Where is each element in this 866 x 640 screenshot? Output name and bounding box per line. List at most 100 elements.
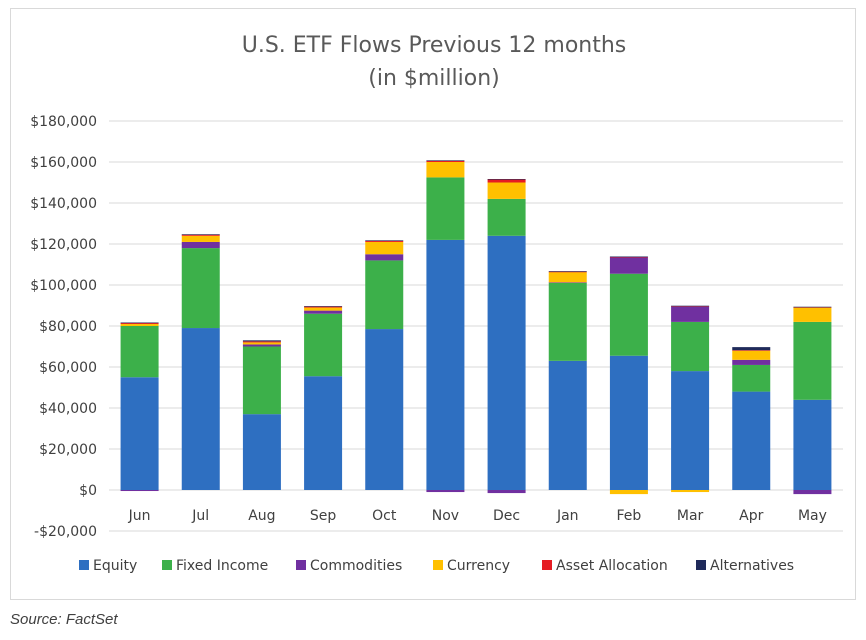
bar-fixed-income-may — [793, 321, 832, 400]
x-tick-label: May — [798, 508, 827, 524]
x-tick-label: Jul — [191, 508, 209, 524]
bar-equity-may — [793, 399, 832, 490]
bar-equity-apr — [732, 391, 771, 490]
bar-alternatives-apr — [732, 347, 771, 351]
bar-commodities-mar — [671, 306, 710, 322]
legend-label-equity: Equity — [93, 558, 137, 574]
bar-fixed-income-jun — [120, 326, 159, 378]
bar-currency-mar — [671, 490, 710, 493]
y-tick-label: $0 — [79, 483, 97, 499]
bar-fixed-income-jan — [548, 282, 587, 361]
bar-commodities-jan — [548, 282, 587, 283]
bar-equity-sep — [304, 376, 343, 490]
bar-asset-allocation-nov — [426, 160, 465, 162]
legend-label-fixed-income: Fixed Income — [176, 558, 268, 574]
x-tick-label: Aug — [248, 508, 275, 524]
chart-svg: U.S. ETF Flows Previous 12 months (in $m… — [30, 33, 843, 574]
bar-asset-allocation-jul — [181, 234, 220, 236]
y-tick-label: $100,000 — [30, 278, 97, 294]
bar-alternatives-mar — [671, 305, 710, 307]
x-tick-label: Apr — [739, 508, 763, 524]
bar-alternatives-jan — [548, 271, 587, 272]
bar-asset-allocation-dec — [487, 179, 526, 183]
bar-commodities-jun — [120, 490, 159, 492]
bar-fixed-income-apr — [732, 364, 771, 392]
chart-subtitle: (in $million) — [368, 66, 500, 91]
x-tick-label: Sep — [310, 508, 337, 524]
legend-swatch-commodities — [296, 560, 306, 570]
x-tick-label: Feb — [617, 508, 642, 524]
bar-alternatives-feb — [609, 256, 648, 258]
bar-commodities-may — [793, 490, 832, 495]
x-tick-label: Nov — [432, 508, 459, 524]
legend-swatch-equity — [79, 560, 89, 570]
bar-commodities-oct — [365, 254, 404, 261]
bar-currency-apr — [732, 350, 771, 360]
bar-currency-sep — [304, 307, 343, 311]
bars-group — [120, 160, 832, 495]
x-tick-label: Dec — [493, 508, 520, 524]
bar-alternatives-sep — [304, 306, 343, 307]
x-tick-label: Oct — [372, 508, 397, 524]
bar-currency-jan — [548, 272, 587, 283]
bar-equity-jan — [548, 360, 587, 490]
x-tick-label: Jun — [128, 508, 151, 524]
bar-asset-allocation-may — [793, 307, 832, 308]
bar-fixed-income-dec — [487, 198, 526, 236]
bar-currency-jul — [181, 235, 220, 242]
bar-equity-aug — [242, 414, 281, 490]
legend-label-currency: Currency — [447, 558, 510, 574]
bar-equity-feb — [609, 355, 648, 490]
y-tick-label: $20,000 — [39, 442, 97, 458]
y-tick-label: -$20,000 — [34, 524, 97, 540]
bar-alternatives-aug — [242, 340, 281, 342]
x-tick-label: Jan — [556, 508, 579, 524]
bar-commodities-sep — [304, 310, 343, 314]
bar-asset-allocation-feb — [609, 256, 648, 258]
bar-fixed-income-jul — [181, 248, 220, 329]
chart-title: U.S. ETF Flows Previous 12 months — [242, 33, 627, 58]
bar-currency-jun — [120, 323, 159, 326]
legend-label-alternatives: Alternatives — [710, 558, 794, 574]
bar-fixed-income-sep — [304, 313, 343, 377]
y-tick-label: $140,000 — [30, 196, 97, 212]
bar-commodities-nov — [426, 490, 465, 493]
bar-alternatives-jul — [181, 234, 220, 235]
bar-currency-dec — [487, 182, 526, 199]
bar-commodities-jul — [181, 241, 220, 249]
bar-asset-allocation-sep — [304, 306, 343, 308]
y-tick-label: $80,000 — [39, 319, 97, 335]
bar-asset-allocation-mar — [671, 306, 710, 307]
bar-asset-allocation-jan — [548, 271, 587, 273]
bar-fixed-income-nov — [426, 177, 465, 240]
legend-swatch-asset-allocation — [542, 560, 552, 570]
bar-fixed-income-oct — [365, 260, 404, 330]
legend-label-asset-allocation: Asset Allocation — [556, 558, 668, 574]
bar-equity-oct — [365, 329, 404, 490]
y-tick-label: $40,000 — [39, 401, 97, 417]
legend: Equity Fixed Income Commodities Currency Ass… — [79, 558, 794, 574]
y-tick-label: $160,000 — [30, 155, 97, 171]
y-tick-label: $180,000 — [30, 114, 97, 130]
chart-frame: U.S. ETF Flows Previous 12 months (in $m… — [10, 8, 856, 600]
bar-equity-jun — [120, 377, 159, 490]
legend-swatch-fixed-income — [162, 560, 172, 570]
bar-currency-may — [793, 307, 832, 322]
x-axis: Jun Jul Aug Sep Oct Nov Dec Jan Feb Mar Apr May — [128, 508, 827, 524]
bar-currency-feb — [609, 490, 648, 495]
bar-equity-jul — [181, 328, 220, 490]
bar-commodities-dec — [487, 490, 526, 494]
legend-swatch-alternatives — [696, 560, 706, 570]
bar-currency-nov — [426, 162, 465, 178]
bar-asset-allocation-apr — [732, 350, 771, 351]
source-note: Source: FactSet — [10, 611, 118, 628]
bar-commodities-aug — [242, 344, 281, 347]
bar-asset-allocation-oct — [365, 240, 404, 242]
grid-lines: -$20,000 $0 $20,000 $40,000 $60,000 $80,000 $1… — [30, 114, 843, 540]
bar-alternatives-nov — [426, 160, 465, 161]
y-tick-label: $60,000 — [39, 360, 97, 376]
bar-commodities-feb — [609, 257, 648, 274]
bar-fixed-income-mar — [671, 321, 710, 372]
x-tick-label: Mar — [677, 508, 704, 524]
bar-alternatives-oct — [365, 240, 404, 241]
